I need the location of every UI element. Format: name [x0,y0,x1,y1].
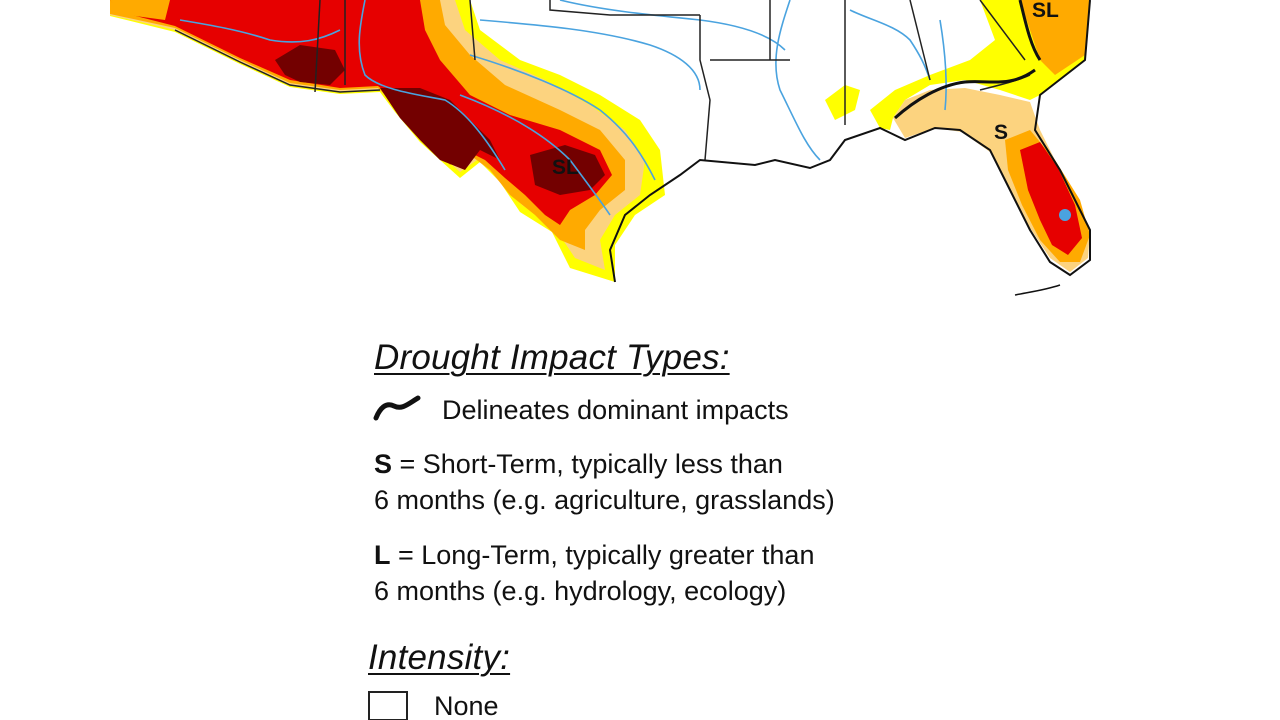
intensity-heading: Intensity: [368,638,511,677]
river-tennessee [849,9,931,81]
impact-delineation-lines [893,0,1042,120]
none-label: None [434,691,499,720]
river-chattahoochee [939,19,947,111]
drought-abnormally-dry-west [110,0,665,282]
river-colorado-tx [459,94,611,216]
coastline [608,0,1091,283]
river-mississippi [775,0,821,161]
short-term-key: S [374,449,393,479]
long-term-desc-1: = Long-Term, typically greater than [390,540,815,570]
none-swatch [368,691,408,720]
delineation-curve-icon [373,395,421,421]
drought-severe-carolinas [1020,0,1090,75]
short-term-desc-1: = Short-Term, typically less than [392,449,783,479]
florida-keys [1014,284,1061,296]
long-term-key: L [374,540,391,570]
long-term-line-2: 6 months (e.g. hydrology, ecology) [374,576,787,606]
short-term-line-1: S = Short-Term, typically less than [374,446,783,482]
river-rio-grande [358,0,506,171]
drought-abnormally-dry-alabama [825,85,860,120]
rivers [179,0,947,216]
impact-label-central-texas: SL [552,156,579,179]
drought-exceptional-az [275,45,345,85]
impact-labels: SL SL S [552,0,1059,179]
impact-label-carolinas: SL [1032,0,1059,22]
impact-types-heading: Drought Impact Types: [374,338,730,377]
river-gila [179,19,341,43]
lake-okeechobee [1059,209,1071,221]
delineates-impacts-label: Delineates dominant impacts [442,395,789,425]
drought-extreme-florida [1020,142,1082,255]
drought-moderate-west [110,0,645,270]
short-term-line-2: 6 months (e.g. agriculture, grasslands) [374,485,835,515]
drought-extreme-west [110,0,612,225]
drought-moderate-az-strip [110,0,170,20]
impact-label-georgia: S [994,121,1008,144]
drought-exceptional-tx [380,88,500,170]
state-borders [174,0,1031,161]
drought-map: SL SL S [110,0,1091,296]
long-term-line-1: L = Long-Term, typically greater than [374,537,814,573]
river-red [479,19,701,91]
river-brazos [469,54,656,181]
